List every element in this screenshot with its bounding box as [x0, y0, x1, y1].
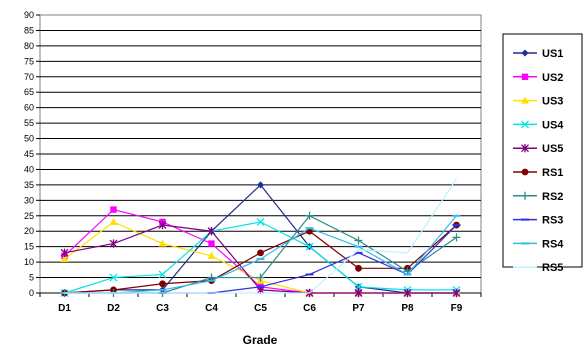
x-tick-label: C5 [254, 303, 267, 314]
legend-swatch-marker [521, 73, 529, 80]
y-axis-ticks: 0 5 10 15 20 25 30 35 40 45 50 55 60 65 70 75 80 85 90 [24, 10, 40, 298]
x-tick-label: F9 [451, 303, 463, 314]
data-point [452, 233, 461, 242]
legend-entry: RS4 [513, 238, 564, 250]
x-tick-label: C4 [205, 303, 218, 314]
series-us5 [60, 220, 461, 298]
legend-entry: RS3 [513, 215, 563, 227]
data-point [207, 227, 216, 236]
legend-label: RS2 [542, 191, 563, 203]
data-point [158, 270, 167, 279]
legend-label: RS5 [542, 262, 563, 274]
series-rs5 [64, 178, 458, 294]
data-point [60, 248, 69, 258]
legend-label: US2 [542, 72, 563, 84]
y-tick-label: 35 [24, 180, 34, 190]
legend-entry: US3 [513, 96, 563, 108]
legend-entry: RS1 [513, 167, 563, 179]
y-tick-label: 90 [24, 10, 34, 20]
data-point [354, 282, 363, 291]
legend-label: RS1 [542, 167, 563, 179]
legend-box [502, 33, 583, 268]
data-point [305, 211, 314, 220]
data-point [257, 181, 264, 189]
data-point [305, 242, 314, 251]
y-tick-label: 85 [24, 25, 34, 35]
data-point [158, 239, 167, 247]
legend-label: US1 [542, 48, 563, 60]
data-point [60, 255, 69, 263]
x-tick-label: D2 [107, 303, 120, 314]
data-point [158, 220, 167, 230]
y-tick-label: 70 [24, 72, 34, 82]
y-tick-label: 5 [29, 273, 34, 283]
y-tick-label: 65 [24, 87, 34, 97]
data-point [109, 273, 118, 282]
legend-swatch-marker [521, 96, 529, 104]
y-tick-label: 60 [24, 103, 34, 113]
x-axis-ticks: D1 D2 C3 C4 C5 C6 P7 P8 F9 [39, 292, 482, 314]
y-tick-label: 45 [24, 149, 34, 159]
y-tick-label: 80 [24, 41, 34, 51]
legend-swatch-marker [521, 49, 529, 57]
legend-entry: RS5 [513, 262, 563, 274]
data-point [403, 288, 412, 298]
y-tick-label: 0 [29, 288, 34, 298]
legend-entry: US1 [513, 48, 563, 60]
x-tick-label: P7 [352, 303, 365, 314]
x-tick-label: P8 [401, 303, 414, 314]
x-tick-label: C3 [156, 303, 169, 314]
data-point [109, 217, 118, 225]
y-tick-label: 55 [24, 118, 34, 128]
legend-label: US5 [542, 143, 563, 155]
data-point [354, 288, 363, 298]
x-axis-label: Grade [243, 333, 278, 347]
y-tick-label: 75 [24, 56, 34, 66]
data-point [256, 273, 265, 282]
y-tick-label: 30 [24, 195, 34, 205]
series-line [64, 178, 458, 294]
gridlines [40, 29, 481, 279]
legend-entry: US5 [513, 143, 563, 155]
legend-swatch-marker [521, 191, 529, 200]
y-tick-label: 50 [24, 134, 34, 144]
legend: US1 US2 US3 US4 US5 RS1 RS2 RS3 RS4 RS5 [513, 48, 564, 274]
y-tick-label: 15 [24, 242, 34, 252]
legend-entry: US4 [513, 119, 564, 131]
data-point [207, 251, 216, 259]
legend-label: RS4 [542, 238, 564, 250]
legend-swatch-marker [521, 168, 529, 176]
data-point [110, 206, 117, 213]
data-point [452, 288, 461, 298]
legend-entry: US2 [513, 72, 563, 84]
legend-label: US3 [542, 96, 563, 108]
y-tick-label: 25 [24, 211, 34, 221]
y-tick-label: 40 [24, 164, 34, 174]
data-point [355, 264, 362, 272]
y-tick-label: 20 [24, 226, 34, 236]
legend-label: US4 [542, 119, 564, 131]
x-tick-label: C6 [303, 303, 316, 314]
legend-entry: RS2 [513, 191, 563, 203]
data-point [208, 240, 215, 247]
legend-swatch-marker [521, 144, 529, 153]
legend-label: RS3 [542, 215, 563, 227]
data-point [354, 236, 363, 245]
y-tick-label: 10 [24, 257, 34, 267]
data-point [159, 280, 166, 288]
data-point [257, 249, 264, 257]
x-tick-label: D1 [58, 303, 71, 314]
data-point [256, 217, 265, 226]
data-point [109, 239, 118, 248]
legend-swatch-marker [521, 120, 529, 129]
series-lines [60, 178, 461, 298]
